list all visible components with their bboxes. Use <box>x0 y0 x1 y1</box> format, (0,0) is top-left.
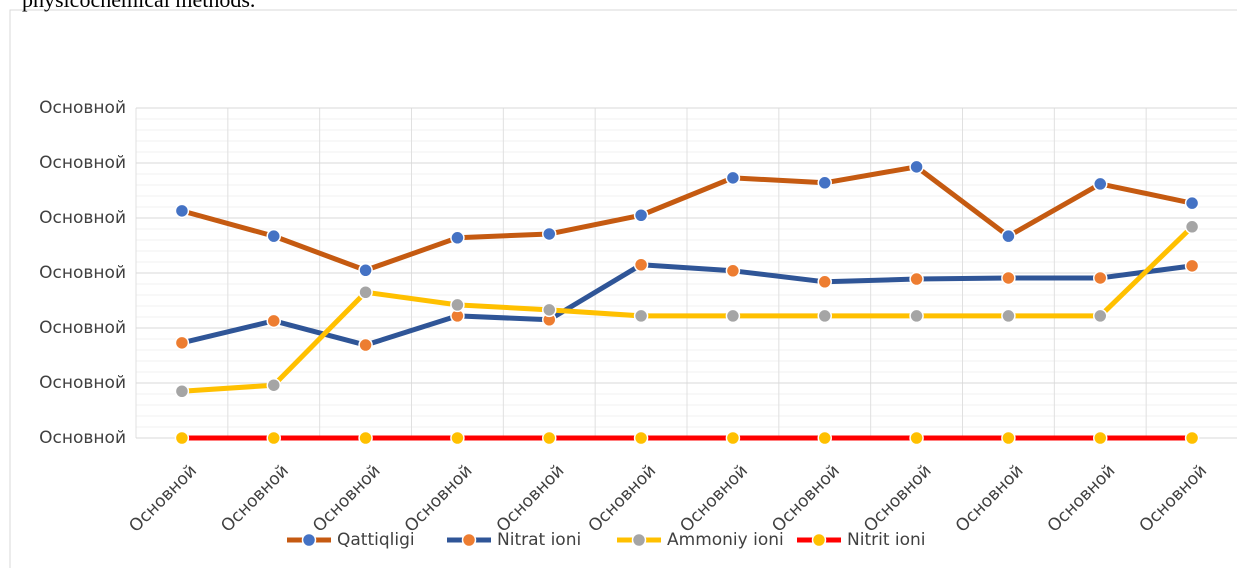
marker <box>817 274 832 290</box>
marker <box>174 430 190 446</box>
marker <box>266 228 281 244</box>
marker <box>633 257 649 272</box>
marker <box>542 226 557 242</box>
marker <box>542 302 557 318</box>
marker <box>633 430 649 446</box>
series-line <box>181 225 1194 394</box>
y-tick-label: Основной <box>39 318 126 338</box>
marker <box>1001 308 1016 324</box>
marker <box>1001 228 1016 244</box>
marker <box>450 297 465 313</box>
y-tick-label: Основной <box>39 373 126 393</box>
marker <box>450 230 465 246</box>
marker <box>909 308 924 324</box>
y-tick-label: Основной <box>39 263 126 283</box>
marker <box>1093 270 1108 286</box>
marker <box>909 159 924 175</box>
marker <box>1184 430 1200 446</box>
y-tick-label: Основной <box>39 153 126 173</box>
marker <box>725 170 741 186</box>
marker <box>266 313 281 329</box>
marker <box>1184 195 1200 211</box>
marker <box>174 203 190 219</box>
marker <box>817 175 832 191</box>
series-line <box>181 164 1193 273</box>
marker <box>266 377 281 393</box>
legend-swatch-marker <box>461 532 477 548</box>
marker <box>909 430 924 446</box>
marker <box>450 430 465 446</box>
marker <box>1184 219 1200 235</box>
y-tick-label: Основной <box>39 98 126 118</box>
marker <box>1001 430 1016 446</box>
marker <box>725 308 741 324</box>
y-tick-label: Основной <box>39 208 126 228</box>
marker <box>633 208 649 223</box>
legend-label: Ammoniy ioni <box>667 530 784 550</box>
series-line <box>181 262 1193 348</box>
marker <box>358 285 373 300</box>
marker <box>1184 258 1200 274</box>
marker <box>174 335 190 351</box>
legend-swatch-marker <box>301 532 317 548</box>
marker <box>358 337 373 353</box>
caption: physicochemical methods. <box>22 0 255 12</box>
legend-label: Qattiqligi <box>337 530 415 550</box>
marker <box>1093 430 1108 446</box>
marker <box>358 430 373 446</box>
marker <box>174 384 190 399</box>
marker <box>1093 176 1108 192</box>
marker <box>817 430 832 446</box>
marker <box>1093 308 1108 324</box>
marker <box>909 271 924 287</box>
marker <box>542 430 557 446</box>
marker <box>817 308 832 324</box>
marker <box>725 430 741 446</box>
chart-frame <box>9 9 1237 568</box>
marker <box>266 430 281 446</box>
marker <box>358 263 373 278</box>
legend-swatch-marker <box>631 532 647 548</box>
marker <box>1001 270 1016 286</box>
y-tick-label: Основной <box>39 428 126 448</box>
legend-label: Nitrat ioni <box>497 530 581 550</box>
legend-label: Nitrit ioni <box>847 530 926 550</box>
marker <box>633 308 649 324</box>
legend-swatch-marker <box>811 532 827 548</box>
marker <box>725 263 741 279</box>
